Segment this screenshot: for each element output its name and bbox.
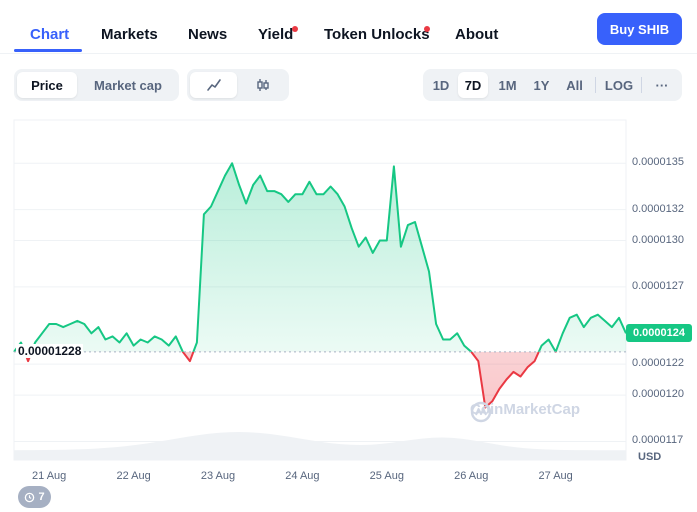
y-tick-label: 0.0000117 — [632, 434, 684, 447]
grid-lines — [14, 162, 626, 442]
price-option[interactable]: Price — [17, 72, 77, 98]
x-tick-label: 26 Aug — [454, 470, 489, 482]
top-nav: Chart Markets News Yield Token Unlocks A… — [0, 0, 697, 54]
yield-notification-dot — [292, 26, 298, 32]
x-tick-label: 22 Aug — [116, 470, 151, 482]
tab-news[interactable]: News — [188, 26, 228, 43]
y-tick-label: 0.0000130 — [632, 233, 684, 246]
metric-toggle: Price Market cap — [14, 69, 179, 101]
line-chart-option[interactable] — [190, 72, 237, 98]
tab-markets[interactable]: Markets — [101, 26, 158, 43]
toolbar-divider — [595, 77, 596, 93]
x-tick-label: 23 Aug — [200, 470, 236, 482]
x-tick-label: 25 Aug — [369, 470, 404, 482]
buy-button[interactable]: Buy SHIB — [597, 13, 682, 45]
currency-label: USD — [638, 451, 662, 463]
tab-chart[interactable]: Chart — [30, 26, 70, 43]
more-options-button[interactable]: ··· — [655, 77, 669, 93]
price-chart-svg — [13, 119, 627, 461]
y-tick-label: 0.0000120 — [632, 388, 684, 401]
y-tick-label: 0.0000122 — [632, 357, 684, 370]
history-badge[interactable]: 7 — [18, 486, 51, 508]
time-range-toggle: 1D 7D 1M 1Y All LOG ··· — [423, 69, 682, 101]
candlestick-option[interactable] — [239, 72, 286, 98]
tab-yield[interactable]: Yield — [258, 26, 294, 43]
y-tick-label: 0.0000135 — [632, 156, 684, 169]
price-chart: 0.0000135 0.0000132 0.0000130 0.0000127 0.00… — [0, 110, 697, 512]
history-count: 7 — [38, 491, 45, 503]
range-1y[interactable]: 1Y — [533, 77, 550, 93]
token-unlocks-notification-dot — [424, 26, 430, 32]
x-tick-label: 27 Aug — [538, 470, 573, 482]
history-icon — [25, 492, 35, 502]
y-tick-label: 0.0000132 — [632, 202, 684, 215]
market-cap-option[interactable]: Market cap — [94, 77, 162, 93]
range-7d[interactable]: 7D — [458, 72, 488, 98]
y-tick-label: 0.0000127 — [632, 279, 684, 292]
toolbar-divider — [641, 77, 642, 93]
coinmarketcap-logo-icon — [470, 401, 492, 423]
area-below-reference — [24, 351, 539, 408]
price-line-above-reference — [13, 162, 627, 352]
current-price-tag: 0.0000124 — [626, 324, 692, 343]
price-line-below-reference — [14, 351, 557, 409]
range-1m[interactable]: 1M — [498, 77, 517, 93]
chart-style-toggle — [187, 69, 289, 101]
area-above-reference — [14, 163, 626, 352]
line-chart-icon — [206, 79, 221, 91]
x-tick-label: 24 Aug — [285, 470, 320, 482]
coinmarketcap-watermark: CoinMarketCap — [470, 401, 581, 423]
reference-price-label: 0.00001228 — [16, 343, 84, 358]
tab-about[interactable]: About — [455, 26, 499, 43]
volume-area — [14, 432, 626, 460]
candlestick-icon — [256, 79, 269, 91]
active-tab-indicator — [14, 49, 82, 52]
watermark-text: CoinMarketCap — [470, 401, 581, 418]
log-toggle[interactable]: LOG — [604, 77, 634, 93]
tab-token-unlocks[interactable]: Token Unlocks — [324, 26, 430, 43]
range-1d[interactable]: 1D — [432, 77, 450, 93]
x-tick-label: 21 Aug — [32, 470, 67, 482]
range-all[interactable]: All — [566, 77, 583, 93]
